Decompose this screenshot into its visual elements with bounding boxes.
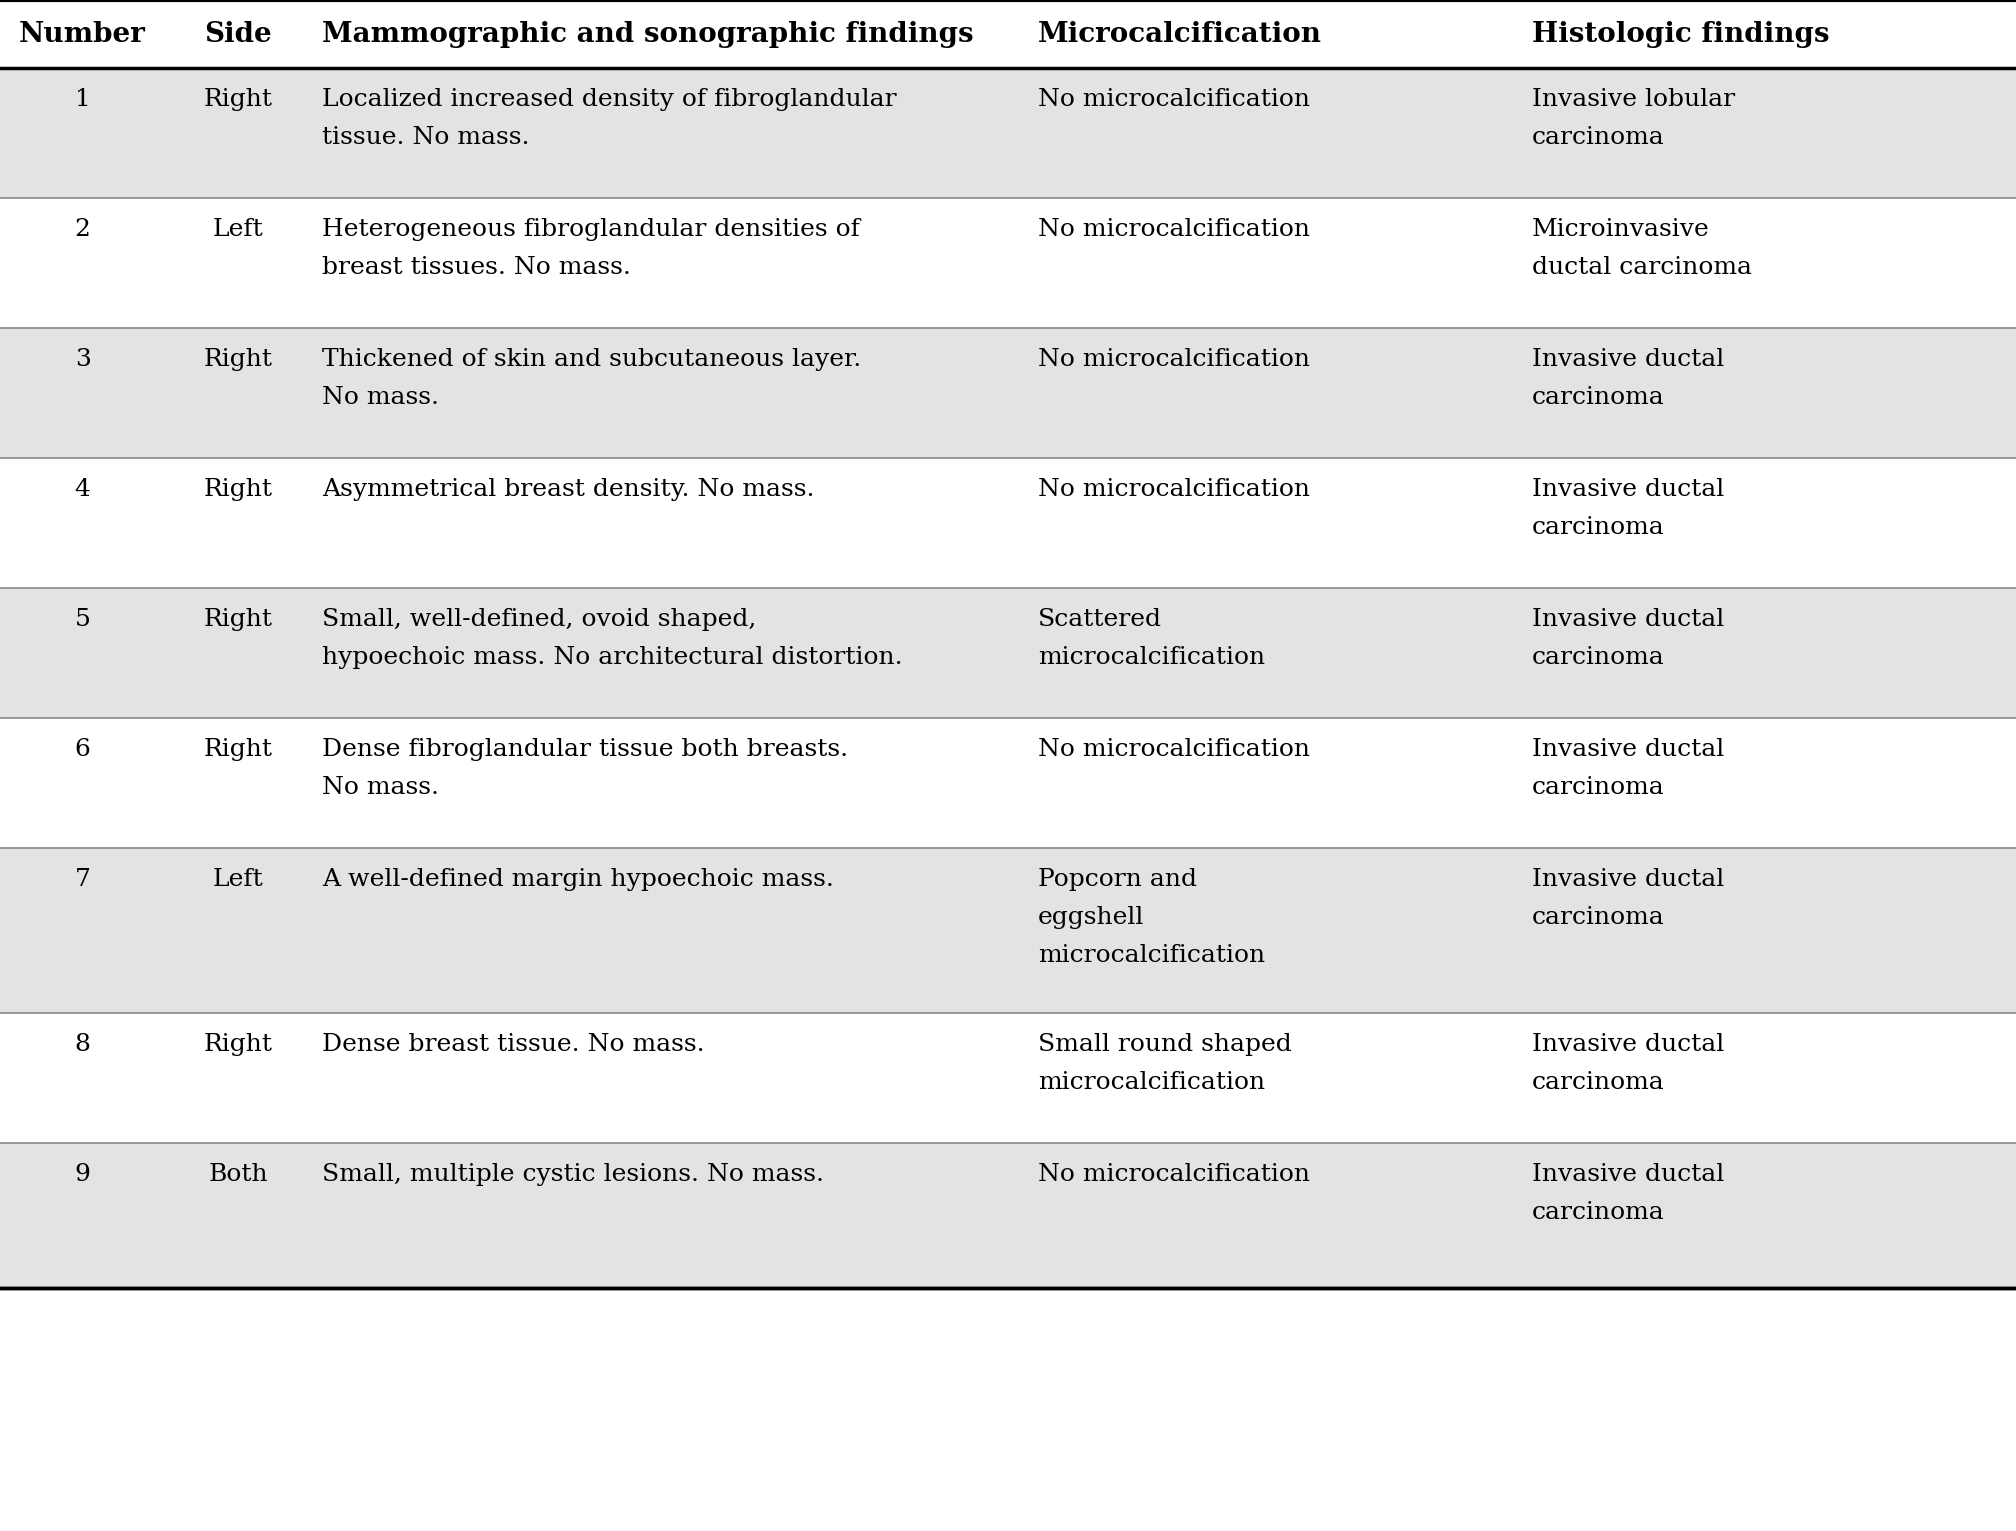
Text: Invasive ductal: Invasive ductal	[1532, 868, 1724, 891]
Bar	[0, 848, 2016, 1014]
Text: carcinoma: carcinoma	[1532, 1200, 1665, 1223]
Text: 8: 8	[75, 1033, 91, 1056]
Text: Left: Left	[212, 868, 264, 891]
Text: ductal carcinoma: ductal carcinoma	[1532, 256, 1752, 279]
Text: carcinoma: carcinoma	[1532, 516, 1665, 539]
Text: microcalcification: microcalcification	[1038, 646, 1266, 669]
Bar	[0, 718, 2016, 848]
Text: Scattered: Scattered	[1038, 608, 1161, 631]
Text: 3: 3	[75, 348, 91, 371]
Bar	[0, 197, 2016, 328]
Text: tissue. No mass.: tissue. No mass.	[323, 126, 530, 149]
Text: Small round shaped: Small round shaped	[1038, 1033, 1292, 1056]
Text: Thickened of skin and subcutaneous layer.: Thickened of skin and subcutaneous layer…	[323, 348, 861, 371]
Text: Heterogeneous fibroglandular densities of: Heterogeneous fibroglandular densities o…	[323, 217, 861, 240]
Text: 9: 9	[75, 1164, 91, 1187]
Text: Microcalcification: Microcalcification	[1038, 20, 1322, 47]
Text: No microcalcification: No microcalcification	[1038, 217, 1310, 240]
Bar	[0, 0, 2016, 67]
Text: Invasive ductal: Invasive ductal	[1532, 478, 1724, 501]
Text: Right: Right	[204, 1033, 272, 1056]
Text: carcinoma: carcinoma	[1532, 646, 1665, 669]
Text: carcinoma: carcinoma	[1532, 1072, 1665, 1095]
Text: Small, multiple cystic lesions. No mass.: Small, multiple cystic lesions. No mass.	[323, 1164, 825, 1187]
Text: Number: Number	[20, 20, 145, 47]
Text: Invasive ductal: Invasive ductal	[1532, 1033, 1724, 1056]
Text: Invasive lobular: Invasive lobular	[1532, 87, 1736, 112]
Text: Asymmetrical breast density. No mass.: Asymmetrical breast density. No mass.	[323, 478, 814, 501]
Text: Small, well-defined, ovoid shaped,: Small, well-defined, ovoid shaped,	[323, 608, 756, 631]
Text: Right: Right	[204, 87, 272, 112]
Text: No mass.: No mass.	[323, 776, 439, 799]
Text: carcinoma: carcinoma	[1532, 386, 1665, 409]
Text: 5: 5	[75, 608, 91, 631]
Text: Right: Right	[204, 608, 272, 631]
Text: Histologic findings: Histologic findings	[1532, 20, 1831, 47]
Bar	[0, 1014, 2016, 1144]
Text: carcinoma: carcinoma	[1532, 126, 1665, 149]
Text: eggshell: eggshell	[1038, 906, 1145, 929]
Text: 1: 1	[75, 87, 91, 112]
Bar	[0, 588, 2016, 718]
Text: Invasive ductal: Invasive ductal	[1532, 348, 1724, 371]
Text: 7: 7	[75, 868, 91, 891]
Text: carcinoma: carcinoma	[1532, 776, 1665, 799]
Text: Side: Side	[204, 20, 272, 47]
Text: Mammographic and sonographic findings: Mammographic and sonographic findings	[323, 20, 974, 47]
Text: Dense breast tissue. No mass.: Dense breast tissue. No mass.	[323, 1033, 706, 1056]
Text: Invasive ductal: Invasive ductal	[1532, 738, 1724, 761]
Bar	[0, 67, 2016, 197]
Text: A well-defined margin hypoechoic mass.: A well-defined margin hypoechoic mass.	[323, 868, 835, 891]
Text: Dense fibroglandular tissue both breasts.: Dense fibroglandular tissue both breasts…	[323, 738, 849, 761]
Text: 2: 2	[75, 217, 91, 240]
Text: No microcalcification: No microcalcification	[1038, 87, 1310, 112]
Text: breast tissues. No mass.: breast tissues. No mass.	[323, 256, 631, 279]
Bar	[0, 1144, 2016, 1288]
Text: No microcalcification: No microcalcification	[1038, 348, 1310, 371]
Text: hypoechoic mass. No architectural distortion.: hypoechoic mass. No architectural distor…	[323, 646, 903, 669]
Text: No microcalcification: No microcalcification	[1038, 1164, 1310, 1187]
Text: carcinoma: carcinoma	[1532, 906, 1665, 929]
Text: Popcorn and: Popcorn and	[1038, 868, 1198, 891]
Text: microcalcification: microcalcification	[1038, 1072, 1266, 1095]
Text: Left: Left	[212, 217, 264, 240]
Text: 6: 6	[75, 738, 91, 761]
Text: Invasive ductal: Invasive ductal	[1532, 1164, 1724, 1187]
Text: 4: 4	[75, 478, 91, 501]
Text: microcalcification: microcalcification	[1038, 945, 1266, 968]
Text: Localized increased density of fibroglandular: Localized increased density of fibroglan…	[323, 87, 897, 112]
Text: Invasive ductal: Invasive ductal	[1532, 608, 1724, 631]
Text: Microinvasive: Microinvasive	[1532, 217, 1710, 240]
Text: Right: Right	[204, 348, 272, 371]
Text: No microcalcification: No microcalcification	[1038, 738, 1310, 761]
Bar	[0, 458, 2016, 588]
Text: No mass.: No mass.	[323, 386, 439, 409]
Text: Right: Right	[204, 738, 272, 761]
Text: Both: Both	[208, 1164, 268, 1187]
Text: No microcalcification: No microcalcification	[1038, 478, 1310, 501]
Text: Right: Right	[204, 478, 272, 501]
Bar	[0, 328, 2016, 458]
